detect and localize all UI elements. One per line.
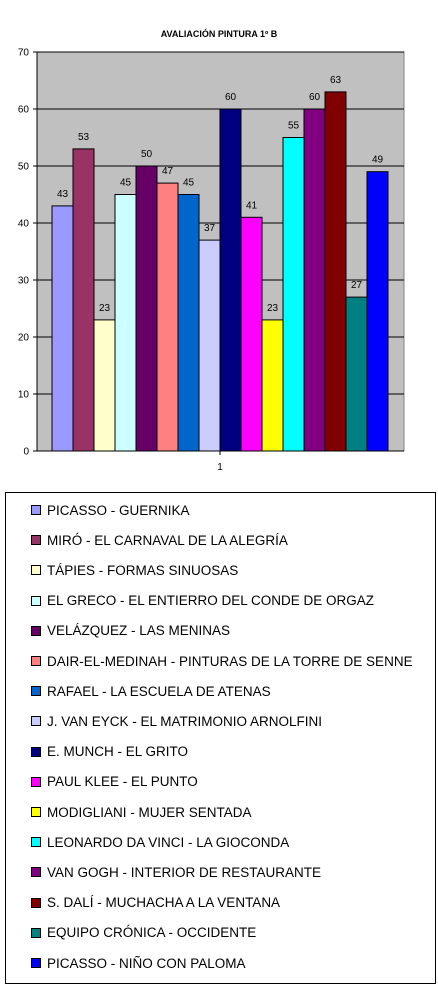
legend-swatch [31,686,41,697]
chart-area: AVALIACIÓN PINTURA 1º B 0 10 20 30 40 50 60 70 4… [0,0,438,484]
legend-item: PICASSO - GUERNIKA [31,500,190,520]
bar [303,108,326,452]
bar [198,239,221,452]
bar [282,137,305,452]
legend-item: VAN GOGH - INTERIOR DE RESTAURANTE [31,862,321,882]
bar [156,182,179,452]
data-label: 45 [183,178,195,189]
legend-swatch [31,505,41,515]
legend-item: S. DALÍ - MUCHACHA A LA VENTANA [31,893,280,913]
legend: PICASSO - GUERNIKA MIRÓ - EL CARNAVAL DE … [5,492,436,984]
legend-item: MIRÓ - EL CARNAVAL DE LA ALEGRÍA [31,530,288,550]
legend-item: LEONARDO DA VINCI - LA GIOCONDA [31,832,289,852]
legend-swatch [31,958,41,968]
bar [72,148,95,452]
data-label: 45 [120,178,132,189]
legend-item: EL GRECO - EL ENTIERRO DEL CONDE DE ORGA… [31,591,374,611]
data-label: 49 [372,155,384,166]
bar [345,296,368,452]
y-tick-label: 60 [18,105,30,116]
legend-swatch [31,807,41,817]
data-label: 27 [351,280,363,291]
bar [261,319,284,452]
bar [177,194,200,452]
legend-item: DAIR-EL-MEDINAH - PINTURAS DE LA TORRE D… [31,651,413,671]
bar [114,194,137,452]
legend-label: MIRÓ - EL CARNAVAL DE LA ALEGRÍA [47,532,288,548]
legend-label: PAUL KLEE - EL PUNTO [47,774,198,790]
legend-item: EQUIPO CRÓNICA - OCCIDENTE [31,923,256,943]
bar [135,165,158,452]
legend-label: DAIR-EL-MEDINAH - PINTURAS DE LA TORRE D… [47,653,413,669]
data-label: 60 [225,92,237,103]
legend-swatch [31,595,41,606]
legend-label: E. MUNCH - EL GRITO [47,744,189,760]
y-tick-label: 50 [18,162,30,173]
legend-swatch [31,716,41,727]
bar [240,216,263,452]
bar-chart: AVALIACIÓN PINTURA 1º B 0 10 20 30 40 50 60 70 4… [18,28,405,473]
legend-swatch [31,535,41,546]
legend-item: E. MUNCH - EL GRITO [31,742,188,762]
data-label: 41 [246,200,258,211]
legend-swatch [31,776,41,787]
legend-item: VELÁZQUEZ - LAS MENINAS [31,621,230,641]
legend-swatch [31,656,41,666]
legend-item: TÁPIES - FORMAS SINUOSAS [31,560,238,580]
legend-label: LEONARDO DA VINCI - LA GIOCONDA [47,834,290,850]
data-label: 50 [141,149,153,160]
legend-item: PAUL KLEE - EL PUNTO [31,772,198,792]
legend-swatch [31,927,41,938]
bar [324,91,347,452]
data-label: 55 [288,121,300,132]
data-label: 47 [162,166,174,177]
y-tick-label: 10 [18,390,30,401]
legend-swatch [31,867,41,878]
y-tick-label: 40 [18,219,30,230]
y-tick-label: 30 [18,276,30,287]
legend-label: S. DALÍ - MUCHACHA A LA VENTANA [47,895,281,911]
legend-label: EQUIPO CRÓNICA - OCCIDENTE [47,925,257,941]
bar [219,108,242,452]
bar [366,171,389,452]
legend-label: PICASSO - GUERNIKA [47,502,190,518]
y-tick-label: 0 [23,447,29,458]
data-label: 23 [267,303,279,314]
legend-swatch [31,837,41,848]
y-tick-label: 70 [18,48,30,59]
chart-title: AVALIACIÓN PINTURA 1º B [161,28,278,39]
data-label: 37 [204,223,216,234]
legend-item: RAFAEL - LA ESCUELA DE ATENAS [31,681,271,701]
legend-swatch [31,746,41,757]
legend-label: MODIGLIANI - MUJER SENTADA [47,804,252,820]
legend-label: TÁPIES - FORMAS SINUOSAS [47,562,239,578]
data-label: 63 [330,75,342,86]
legend-label: VELÁZQUEZ - LAS MENINAS [47,623,231,639]
data-label: 43 [57,189,69,200]
bar [93,319,116,452]
legend-item: MODIGLIANI - MUJER SENTADA [31,802,252,822]
legend-label: PICASSO - NIÑO CON PALOMA [47,955,246,971]
legend-label: VAN GOGH - INTERIOR DE RESTAURANTE [47,864,322,880]
legend-item: J. VAN EYCK - EL MATRIMONIO ARNOLFINI [31,711,322,731]
data-label: 23 [99,303,111,314]
legend-item: PICASSO - NIÑO CON PALOMA [31,953,246,973]
y-tick-label: 20 [18,333,30,344]
x-tick-label: 1 [217,462,223,473]
legend-label: J. VAN EYCK - EL MATRIMONIO ARNOLFINI [47,713,323,729]
legend-swatch [31,565,41,576]
legend-label: EL GRECO - EL ENTIERRO DEL CONDE DE ORGA… [47,593,375,609]
bar [51,205,74,452]
legend-swatch [31,625,41,636]
data-label: 60 [309,92,321,103]
legend-swatch [31,897,41,908]
legend-label: RAFAEL - LA ESCUELA DE ATENAS [47,683,271,699]
data-label: 53 [78,132,90,143]
